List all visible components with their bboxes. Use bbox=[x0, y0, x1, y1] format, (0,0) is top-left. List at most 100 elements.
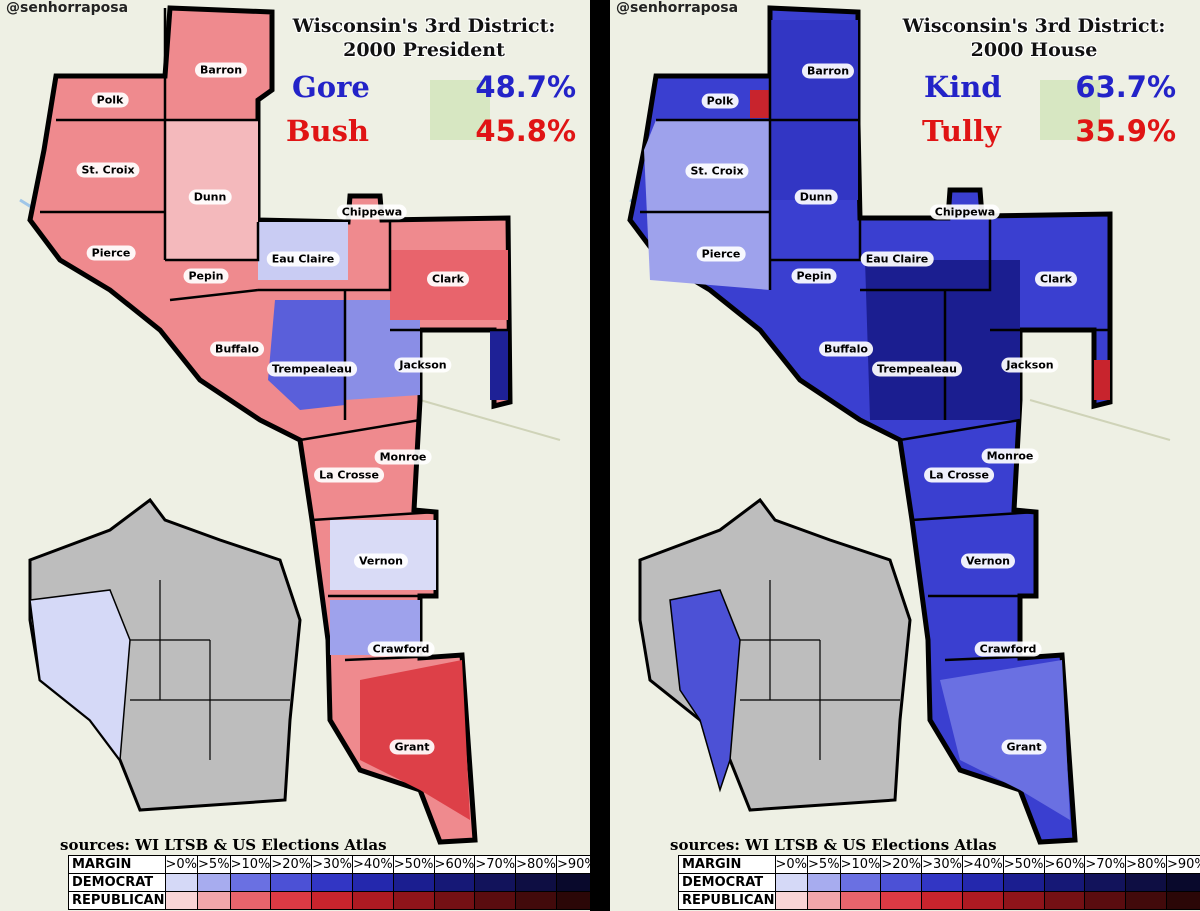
legend-header: >40% bbox=[961, 855, 1004, 874]
legend-header: >90% bbox=[555, 855, 590, 874]
legend-rep-swatch bbox=[1084, 891, 1127, 910]
legend-democrat-row: DEMOCRAT bbox=[678, 873, 1200, 892]
legend-dem-swatch bbox=[1125, 873, 1167, 892]
president-basemap bbox=[0, 0, 590, 911]
legend-democrat-label: DEMOCRAT bbox=[678, 873, 776, 892]
county-label-vernon: Vernon bbox=[353, 553, 409, 569]
legend-header: >10% bbox=[839, 855, 882, 874]
sources-note: sources: WI LTSB & US Elections Atlas bbox=[670, 836, 997, 854]
rep-percentage: 45.8% bbox=[475, 114, 576, 148]
legend-rep-swatch bbox=[197, 891, 231, 910]
legend-republican-label: REPUBLICAN bbox=[68, 891, 166, 910]
county-label-crawford: Crawford bbox=[367, 641, 435, 657]
legend-dem-swatch bbox=[197, 873, 231, 892]
legend-header: >0% bbox=[774, 855, 809, 874]
legend-rep-swatch bbox=[351, 891, 394, 910]
legend-header: >10% bbox=[229, 855, 272, 874]
legend-democrat-label: DEMOCRAT bbox=[68, 873, 166, 892]
legend-republican-row: REPUBLICAN bbox=[68, 891, 590, 910]
county-label-trempealeau: Trempealeau bbox=[872, 361, 962, 377]
county-label-buffalo: Buffalo bbox=[819, 341, 873, 357]
legend-rep-swatch bbox=[515, 891, 557, 910]
legend-header-row: MARGIN >0% >5% >10% >20% >30% >40% >50% … bbox=[68, 855, 590, 874]
legend-rep-swatch bbox=[311, 891, 353, 910]
legend-header: >30% bbox=[311, 855, 353, 874]
legend-dem-swatch bbox=[1043, 873, 1086, 892]
legend-rep-swatch bbox=[774, 891, 809, 910]
county-label-trempealeau: Trempealeau bbox=[267, 361, 357, 377]
legend-margin-label: MARGIN bbox=[678, 855, 776, 874]
legend-dem-swatch bbox=[774, 873, 809, 892]
legend-rep-swatch bbox=[270, 891, 313, 910]
house-basemap bbox=[610, 0, 1200, 911]
dem-candidate: Kind bbox=[924, 70, 1002, 104]
county-label-monroe: Monroe bbox=[374, 449, 432, 465]
wisconsin-inset bbox=[638, 497, 912, 812]
legend-rep-swatch bbox=[392, 891, 435, 910]
legend-header: >60% bbox=[433, 855, 476, 874]
county-label-clark: Clark bbox=[1034, 271, 1078, 287]
legend-rep-swatch bbox=[839, 891, 882, 910]
legend-header: >20% bbox=[270, 855, 313, 874]
legend-header: >0% bbox=[164, 855, 199, 874]
county-label-la-crosse: La Crosse bbox=[314, 467, 384, 483]
legend-header: >40% bbox=[351, 855, 394, 874]
map-title: Wisconsin's 3rd District: 2000 President bbox=[268, 14, 580, 62]
president-map-panel: @senhorraposa Wisconsin's 3rd District: … bbox=[0, 0, 590, 911]
legend-rep-swatch bbox=[1043, 891, 1086, 910]
legend-dem-swatch bbox=[961, 873, 1004, 892]
legend-header: >5% bbox=[807, 855, 841, 874]
legend-dem-swatch bbox=[921, 873, 963, 892]
margin-legend: MARGIN >0% >5% >10% >20% >30% >40% >50% … bbox=[678, 855, 1200, 910]
dem-candidate: Gore bbox=[292, 70, 370, 104]
title-line-1: Wisconsin's 3rd District: bbox=[902, 15, 1166, 37]
county-label-buffalo: Buffalo bbox=[210, 341, 264, 357]
county-label-pepin: Pepin bbox=[183, 268, 229, 284]
legend-rep-swatch bbox=[164, 891, 199, 910]
legend-header: >80% bbox=[1125, 855, 1167, 874]
legend-dem-swatch bbox=[164, 873, 199, 892]
rep-candidate: Tully bbox=[922, 114, 1001, 148]
county-label-pepin: Pepin bbox=[791, 268, 837, 284]
legend-dem-swatch bbox=[1165, 873, 1200, 892]
county-label-polk: Polk bbox=[701, 93, 739, 109]
legend-header: >50% bbox=[392, 855, 435, 874]
county-label-barron: Barron bbox=[194, 62, 248, 78]
legend-dem-swatch bbox=[392, 873, 435, 892]
legend-header: >80% bbox=[515, 855, 557, 874]
legend-rep-swatch bbox=[921, 891, 963, 910]
legend-rep-swatch bbox=[880, 891, 923, 910]
author-handle: @senhorraposa bbox=[6, 0, 129, 16]
county-label-grant: Grant bbox=[1001, 739, 1047, 755]
margin-legend: MARGIN >0% >5% >10% >20% >30% >40% >50% … bbox=[68, 855, 590, 910]
title-line-2: 2000 President bbox=[343, 39, 505, 61]
legend-dem-swatch bbox=[229, 873, 272, 892]
county-label-eau-claire: Eau Claire bbox=[266, 251, 340, 267]
legend-rep-swatch bbox=[807, 891, 841, 910]
legend-dem-swatch bbox=[311, 873, 353, 892]
legend-rep-swatch bbox=[1002, 891, 1045, 910]
county-label-chippewa: Chippewa bbox=[929, 204, 1001, 220]
author-handle: @senhorraposa bbox=[616, 0, 739, 16]
legend-header-row: MARGIN >0% >5% >10% >20% >30% >40% >50% … bbox=[678, 855, 1200, 874]
house-map-panel: @senhorraposa Wisconsin's 3rd District: … bbox=[610, 0, 1200, 911]
county-label-monroe: Monroe bbox=[981, 448, 1039, 464]
legend-rep-swatch bbox=[555, 891, 590, 910]
legend-dem-swatch bbox=[839, 873, 882, 892]
legend-dem-swatch bbox=[555, 873, 590, 892]
legend-header: >70% bbox=[474, 855, 517, 874]
legend-rep-swatch bbox=[229, 891, 272, 910]
county-label-dunn: Dunn bbox=[188, 189, 232, 205]
legend-dem-swatch bbox=[433, 873, 476, 892]
legend-dem-swatch bbox=[351, 873, 394, 892]
panel-divider bbox=[590, 0, 610, 911]
county-label-la-crosse: La Crosse bbox=[924, 467, 994, 483]
legend-rep-swatch bbox=[1125, 891, 1167, 910]
dem-percentage: 63.7% bbox=[1075, 70, 1176, 104]
county-lines bbox=[640, 8, 1110, 662]
title-line-2: 2000 House bbox=[970, 39, 1098, 61]
legend-header: >20% bbox=[880, 855, 923, 874]
legend-rep-swatch bbox=[1165, 891, 1200, 910]
legend-democrat-row: DEMOCRAT bbox=[68, 873, 590, 892]
county-label-vernon: Vernon bbox=[960, 553, 1016, 569]
